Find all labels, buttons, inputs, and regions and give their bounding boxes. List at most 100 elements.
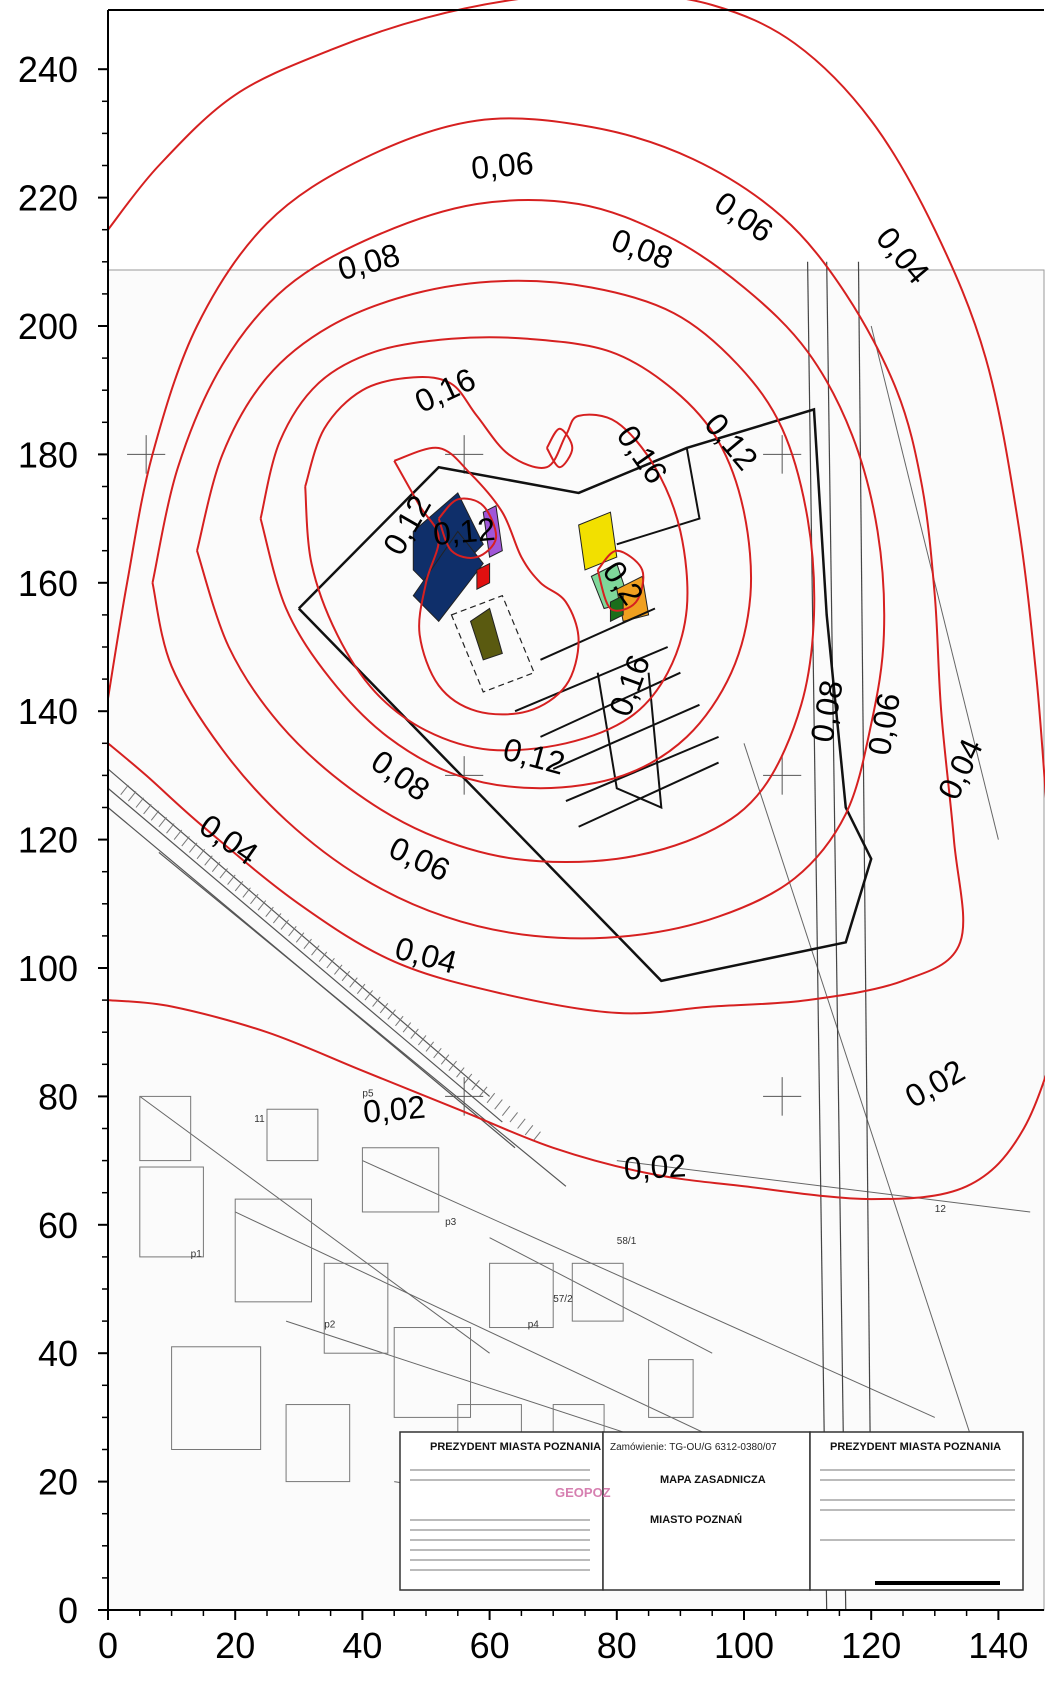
rail-tie — [532, 1131, 541, 1142]
rail-tie — [181, 836, 190, 847]
hatch-line — [540, 671, 681, 738]
contour-line — [545, 427, 574, 469]
parcel-label: p2 — [324, 1320, 336, 1331]
x-tick-label: 120 — [841, 1625, 901, 1666]
y-tick-label: 220 — [18, 178, 78, 219]
rail-tie — [524, 1124, 534, 1136]
rail-tie — [433, 1047, 442, 1059]
contour-line — [259, 336, 753, 790]
rail-tie — [379, 1002, 389, 1014]
lot-outline — [393, 1327, 472, 1418]
contour-line — [393, 446, 580, 716]
contour-label-text: 0,12 — [432, 511, 497, 552]
road-edge — [857, 261, 872, 1546]
rail-tie — [257, 900, 267, 911]
cadastral-basemap — [107, 261, 1045, 1611]
y-tick-label: 120 — [18, 820, 78, 861]
title-stamps: PREZYDENT MIASTA POZNANIA Zamówienie: TG… — [399, 1431, 1024, 1591]
rail-tie — [196, 848, 206, 860]
y-tick-label: 240 — [18, 49, 78, 90]
site-structure — [578, 446, 701, 546]
rail-tie — [471, 1080, 480, 1091]
rail-tie — [456, 1067, 465, 1078]
lot-outline — [234, 1198, 313, 1303]
contour-line — [107, 0, 1045, 1201]
street-line — [743, 743, 987, 1482]
x-tick-label: 140 — [968, 1625, 1028, 1666]
rail-line — [107, 768, 490, 1097]
street-line — [362, 1160, 936, 1418]
stamp-center-header: Zamówienie: TG-OU/G 6312-0380/07 — [610, 1442, 777, 1453]
rail-tie — [326, 958, 335, 969]
rail-tie — [234, 881, 244, 892]
y-tick-label: 20 — [38, 1462, 78, 1503]
rail-tie — [295, 932, 305, 943]
stamp-center-title: MAPA ZASADNICZA — [660, 1474, 766, 1486]
y-ticks: 0 20 40 60 80 100 120 140 160 180 200 220 240 — [18, 49, 108, 1631]
rail-tie — [158, 816, 167, 828]
lot-outline — [285, 1404, 351, 1483]
x-tick-label: 0 — [98, 1625, 118, 1666]
stamp-right — [809, 1431, 1024, 1591]
building — [578, 511, 618, 571]
site-boundary — [297, 407, 873, 983]
rail-tie — [265, 906, 274, 917]
rail-tie — [349, 977, 358, 988]
building — [476, 562, 491, 591]
contour-label: 0,02 — [623, 1147, 687, 1186]
y-tick-label: 40 — [38, 1333, 78, 1374]
rail-tie — [463, 1073, 473, 1084]
rail-tie — [242, 887, 251, 898]
contour-label: 0,06 — [470, 145, 535, 186]
site-boundary-line — [297, 407, 873, 983]
contour-line — [107, 117, 965, 1015]
rail-tie — [425, 1041, 435, 1052]
road-edge — [826, 261, 847, 1611]
x-tick-label: 60 — [470, 1625, 510, 1666]
rail-tie — [166, 823, 175, 834]
rail-tie — [509, 1112, 518, 1123]
rail-tie — [219, 868, 228, 879]
rail-line — [107, 787, 503, 1123]
contour-label-text: 0,02 — [362, 1089, 427, 1130]
rail-tie — [318, 951, 328, 962]
hatch-line — [565, 735, 719, 803]
rail-tie — [150, 810, 160, 821]
parcel-labels: p1 p2 p3 p4 p5 12 57/2 58/1 11 — [191, 1088, 947, 1330]
parcel-label: 12 — [935, 1204, 947, 1215]
rail-tie — [417, 1035, 427, 1046]
rail-tie — [211, 861, 221, 873]
rail-tie — [227, 874, 236, 885]
rail-tie — [173, 829, 183, 840]
x-ticks: 0 20 40 60 80 100 120 140 — [98, 1610, 1028, 1666]
rail-tie — [356, 983, 366, 994]
parcel-label: p1 — [191, 1249, 203, 1260]
stamp-center — [602, 1431, 811, 1591]
stamp-right-title: PREZYDENT MIASTA POZNANIA — [830, 1441, 1001, 1453]
building — [469, 607, 503, 661]
rail-tie — [517, 1118, 526, 1129]
rail-tie — [387, 1009, 396, 1020]
contour-label-text: 0,02 — [623, 1147, 687, 1186]
street-line — [616, 1160, 1031, 1213]
concentration-contours — [107, 0, 1045, 1201]
street-line — [489, 1237, 713, 1354]
rail-tie — [494, 1099, 503, 1110]
rail-tie — [372, 996, 381, 1007]
lot-outline — [323, 1262, 389, 1354]
lot-outline — [266, 1108, 319, 1162]
lot-outline — [489, 1262, 554, 1329]
stamp-pink-mark: GEOPOZ — [555, 1485, 611, 1500]
y-tick-label: 180 — [18, 434, 78, 475]
x-tick-label: 80 — [597, 1625, 637, 1666]
contour-line — [304, 376, 689, 752]
parcel-label: p3 — [445, 1217, 457, 1228]
contour-line — [151, 199, 886, 940]
contour-line — [196, 279, 816, 864]
rail-tie — [501, 1105, 511, 1116]
road-edge — [807, 261, 828, 1611]
building — [609, 594, 624, 623]
rail-tie — [120, 784, 129, 795]
rail-tie — [410, 1028, 419, 1039]
